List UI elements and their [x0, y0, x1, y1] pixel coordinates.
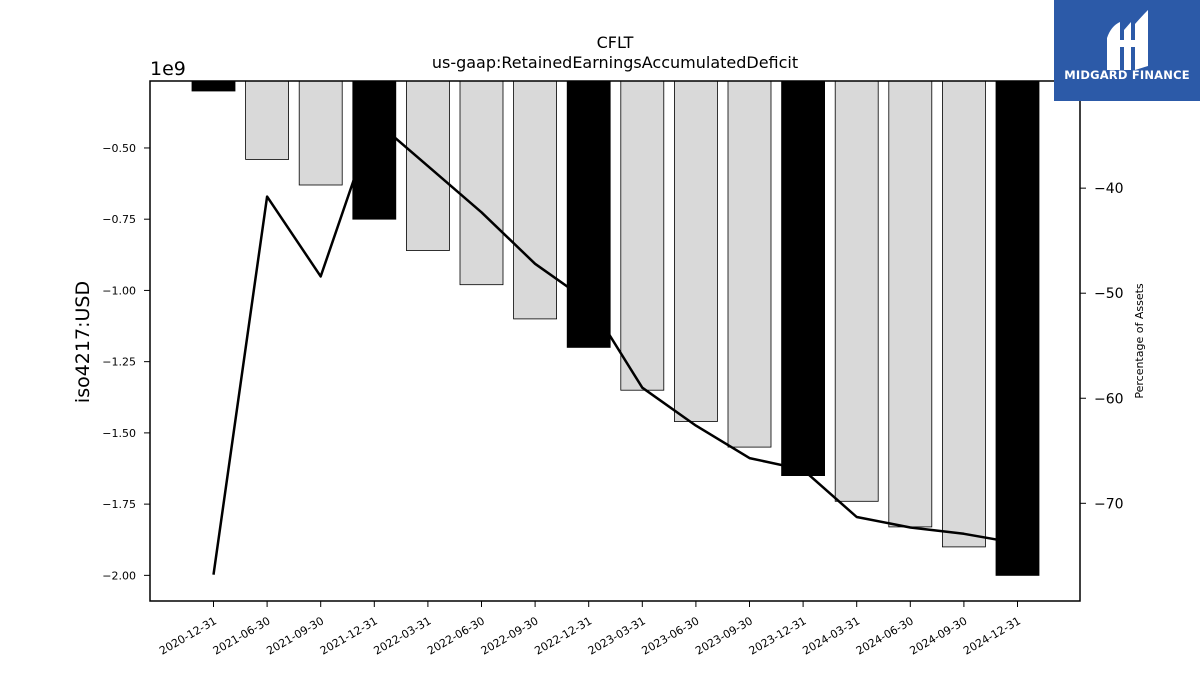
x-tick-label: 2023-06-30 — [640, 614, 702, 657]
x-tick-label: 2021-06-30 — [211, 614, 273, 657]
y-tick-label: −1.75 — [102, 498, 136, 511]
bar-2023-06-30 — [674, 80, 718, 422]
x-tick-label: 2022-12-31 — [532, 614, 594, 657]
bar-2022-06-30 — [459, 80, 504, 286]
x-tick-label: 2024-03-31 — [800, 614, 862, 657]
bar-2024-06-30 — [888, 80, 933, 528]
bar-2021-09-30 — [298, 80, 343, 186]
bar-2022-09-30 — [513, 80, 557, 320]
x-tick-label: 2022-03-31 — [372, 614, 434, 657]
y-offset-label: 1e9 — [150, 58, 186, 80]
x-tick-label: 2023-09-30 — [693, 614, 755, 657]
bar-2020-12-31 — [191, 80, 236, 92]
x-tick-label: 2024-09-30 — [908, 614, 970, 657]
y-tick-label: −1.00 — [102, 284, 136, 297]
logo-mark-icon — [1107, 10, 1148, 70]
x-tick-label: 2023-03-31 — [586, 614, 648, 657]
bar-2021-12-31 — [352, 80, 397, 220]
bar-2024-12-31 — [995, 80, 1040, 576]
brand-logo: MIDGARD FINANCE — [1054, 0, 1200, 101]
x-tick-label: 2021-09-30 — [264, 614, 326, 657]
logo-text: MIDGARD FINANCE — [1064, 68, 1190, 82]
bar-2021-06-30 — [245, 80, 290, 160]
x-tick-label: 2022-09-30 — [479, 614, 541, 657]
x-tick-label: 2024-06-30 — [854, 614, 916, 657]
y-tick-label: −0.50 — [102, 142, 136, 155]
x-tick-label: 2024-12-31 — [961, 614, 1023, 657]
percentage-line — [212, 118, 1018, 575]
y2-axis-label: Percentage of Assets — [1133, 283, 1146, 399]
bar-2023-12-31 — [781, 80, 825, 477]
y-axis-label: iso4217:USD — [72, 281, 94, 403]
plot-frame — [149, 80, 1081, 602]
y2-tick-label: −60 — [1094, 391, 1124, 407]
x-tick-label: 2021-12-31 — [318, 614, 380, 657]
bar-2024-09-30 — [942, 80, 986, 548]
x-tick-label: 2023-12-31 — [747, 614, 809, 657]
y2-tick-label: −40 — [1094, 181, 1124, 197]
chart-subtitle: us-gaap:RetainedEarningsAccumulatedDefic… — [432, 53, 798, 72]
bar-2023-09-30 — [727, 80, 772, 448]
y-tick-label: −2.00 — [102, 569, 136, 582]
y2-tick-label: −70 — [1094, 496, 1124, 512]
y-tick-label: −1.25 — [102, 356, 136, 369]
bar-2024-03-31 — [834, 80, 879, 502]
bar-2022-12-31 — [566, 80, 611, 348]
y2-tick-label: −50 — [1094, 286, 1124, 302]
y-tick-label: −0.75 — [102, 213, 136, 226]
chart-title: CFLT — [597, 33, 634, 52]
bar-2023-03-31 — [620, 80, 665, 391]
x-tick-label: 2022-06-30 — [425, 614, 487, 657]
x-tick-label: 2020-12-31 — [157, 614, 219, 657]
y-tick-label: −1.50 — [102, 427, 136, 440]
